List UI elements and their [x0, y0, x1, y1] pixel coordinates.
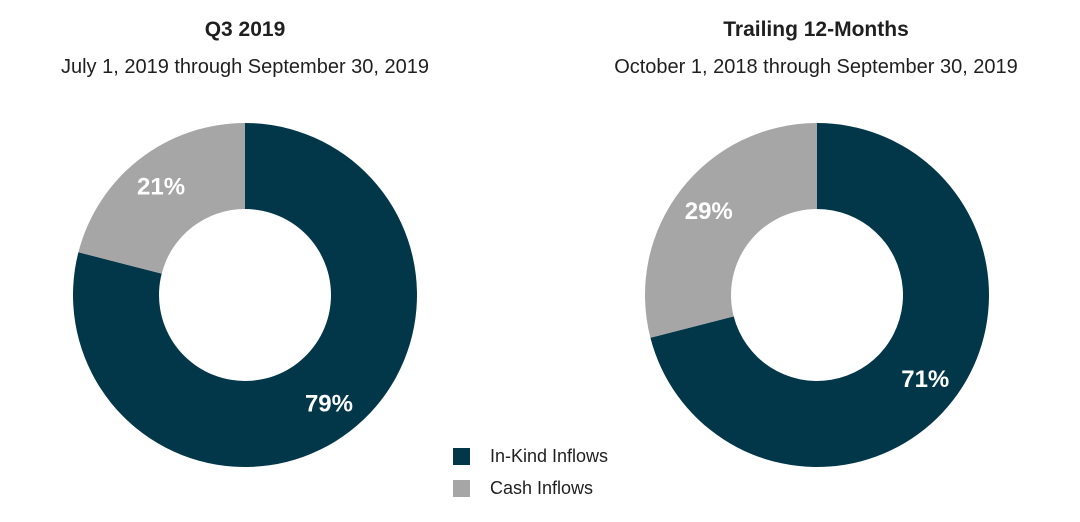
chart-1-slice-in-kind [73, 123, 418, 467]
chart-2-slice-in-kind [650, 123, 990, 467]
chart-2-title: Trailing 12-Months [723, 18, 909, 41]
chart-1-slice-cash [78, 123, 246, 274]
legend-label-cash: Cash Inflows [490, 477, 594, 498]
legend-swatch-in-kind [453, 447, 470, 465]
chart-2-slice-cash [645, 123, 817, 338]
legend-swatch-cash [453, 479, 470, 497]
legend-item-cash: Cash Inflows [453, 472, 608, 504]
legend: In-Kind Inflows Cash Inflows [453, 440, 608, 504]
chart-1-data-label-in-kind: 79% [305, 390, 353, 417]
chart-2-data-label-cash: 29% [685, 198, 733, 225]
chart-2-data-label-in-kind: 71% [901, 366, 949, 393]
legend-label-in-kind: In-Kind Inflows [490, 445, 609, 466]
chart-2-subtitle: October 1, 2018 through September 30, 20… [614, 56, 1018, 78]
chart-1-data-label-cash: 21% [137, 174, 185, 201]
chart-1-title: Q3 2019 [204, 18, 286, 41]
legend-item-in-kind: In-Kind Inflows [453, 440, 608, 472]
chart-1-subtitle: July 1, 2019 through September 30, 2019 [60, 56, 430, 78]
